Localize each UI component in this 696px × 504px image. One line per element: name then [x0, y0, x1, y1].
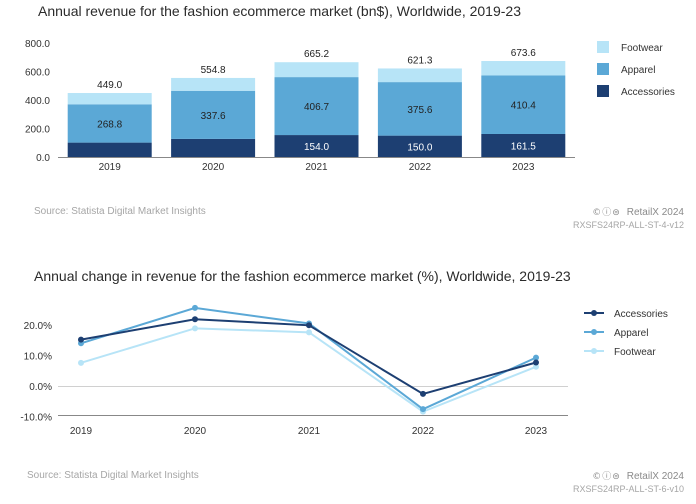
- bar-value-label: 154.0: [304, 142, 329, 153]
- bar-value-label: 268.8: [97, 119, 122, 130]
- data-point-apparel: [420, 406, 426, 413]
- data-point-footwear: [192, 325, 198, 332]
- bar-total-label: 554.8: [201, 65, 226, 76]
- data-point-apparel: [533, 354, 539, 361]
- bar-chart-code: RXSFS24RP-ALL-ST-4-v12: [572, 220, 684, 230]
- y-tick-label: -10.0%: [20, 413, 52, 424]
- bar-apparel: [274, 77, 359, 136]
- x-tick-label: 2020: [202, 162, 225, 173]
- x-tick-label: 2023: [512, 162, 535, 173]
- cc-license-icon: ©ⓘ⊜: [592, 208, 621, 218]
- y-tick-label: 400.0: [25, 96, 50, 107]
- line-chart-source: Source: Statista Digital Market Insights: [27, 470, 199, 481]
- bar-apparel: [171, 90, 256, 139]
- data-point-footwear: [533, 363, 539, 370]
- bar-accessories: [67, 142, 152, 157]
- data-point-accessories: [306, 322, 312, 329]
- y-tick-label: 800.0: [25, 39, 50, 50]
- bar-total-label: 449.0: [97, 80, 122, 91]
- x-tick-label: 2022: [409, 162, 432, 173]
- bar-footwear: [67, 93, 152, 105]
- bar-value-label: 375.6: [407, 105, 432, 116]
- legend-label-apparel: Apparel: [614, 328, 648, 339]
- bar-chart-brand: ©ⓘ⊜ RetailX 2024: [592, 205, 684, 218]
- y-tick-label: 0.0%: [29, 382, 52, 393]
- bar-total-label: 621.3: [407, 55, 432, 66]
- bar-footwear: [171, 77, 256, 91]
- y-tick-label: 0.0: [36, 153, 50, 164]
- data-point-accessories: [420, 390, 426, 397]
- legend-marker-apparel: [591, 329, 597, 335]
- bar-footwear: [377, 68, 462, 83]
- data-point-accessories: [192, 316, 198, 323]
- line-chart-code: RXSFS24RP-ALL-ST-6-v10: [572, 484, 684, 494]
- legend-swatch-accessories: [597, 85, 609, 97]
- legend-marker-accessories: [591, 310, 597, 316]
- bar-value-label: 337.6: [201, 111, 226, 122]
- legend-label-accessories: Accessories: [621, 87, 675, 98]
- y-tick-label: 20.0%: [24, 321, 52, 332]
- x-tick-label: 2020: [184, 426, 207, 437]
- bar-accessories: [274, 135, 359, 157]
- legend-label-footwear: Footwear: [621, 43, 663, 54]
- y-tick-label: 200.0: [25, 125, 50, 136]
- y-tick-label: 10.0%: [24, 352, 52, 363]
- legend-swatch-footwear: [597, 41, 609, 53]
- data-point-accessories: [78, 336, 84, 343]
- bar-total-label: 665.2: [304, 49, 329, 60]
- bar-accessories: [171, 138, 256, 157]
- series-line-footwear: [80, 327, 537, 413]
- x-tick-label: 2022: [412, 426, 435, 437]
- data-point-footwear: [306, 329, 312, 336]
- bar-total-label: 673.6: [511, 48, 536, 59]
- legend-label-apparel: Apparel: [621, 65, 655, 76]
- legend-label-footwear: Footwear: [614, 347, 656, 358]
- data-point-accessories: [533, 359, 539, 366]
- x-tick-label: 2021: [298, 426, 321, 437]
- line-chart-brand: ©ⓘ⊜ RetailX 2024: [592, 469, 684, 482]
- bar-accessories: [377, 135, 462, 157]
- bar-footwear: [274, 62, 359, 78]
- x-tick-label: 2019: [99, 162, 122, 173]
- x-tick-label: 2019: [70, 426, 93, 437]
- bar-accessories: [481, 133, 566, 157]
- legend-label-accessories: Accessories: [614, 309, 668, 320]
- bar-apparel: [481, 75, 566, 134]
- cc-license-icon: ©ⓘ⊜: [592, 472, 621, 482]
- bar-value-label: 150.0: [407, 142, 432, 153]
- data-point-footwear: [78, 359, 84, 366]
- x-tick-label: 2023: [525, 426, 548, 437]
- legend-swatch-apparel: [597, 63, 609, 75]
- bar-value-label: 406.7: [304, 102, 329, 113]
- data-point-apparel: [192, 304, 198, 311]
- bar-footwear: [481, 61, 566, 76]
- legend-marker-footwear: [591, 348, 597, 354]
- y-tick-label: 600.0: [25, 68, 50, 79]
- bar-chart-source: Source: Statista Digital Market Insights: [34, 206, 206, 217]
- brand-label: RetailX 2024: [626, 207, 684, 218]
- brand-label: RetailX 2024: [626, 471, 684, 482]
- bar-apparel: [67, 104, 152, 143]
- line-chart-title: Annual change in revenue for the fashion…: [34, 268, 571, 284]
- x-tick-label: 2021: [305, 162, 328, 173]
- bar-value-label: 161.5: [511, 141, 536, 152]
- bar-apparel: [377, 82, 462, 136]
- bar-value-label: 410.4: [511, 101, 536, 112]
- bar-chart-title: Annual revenue for the fashion ecommerce…: [38, 3, 521, 19]
